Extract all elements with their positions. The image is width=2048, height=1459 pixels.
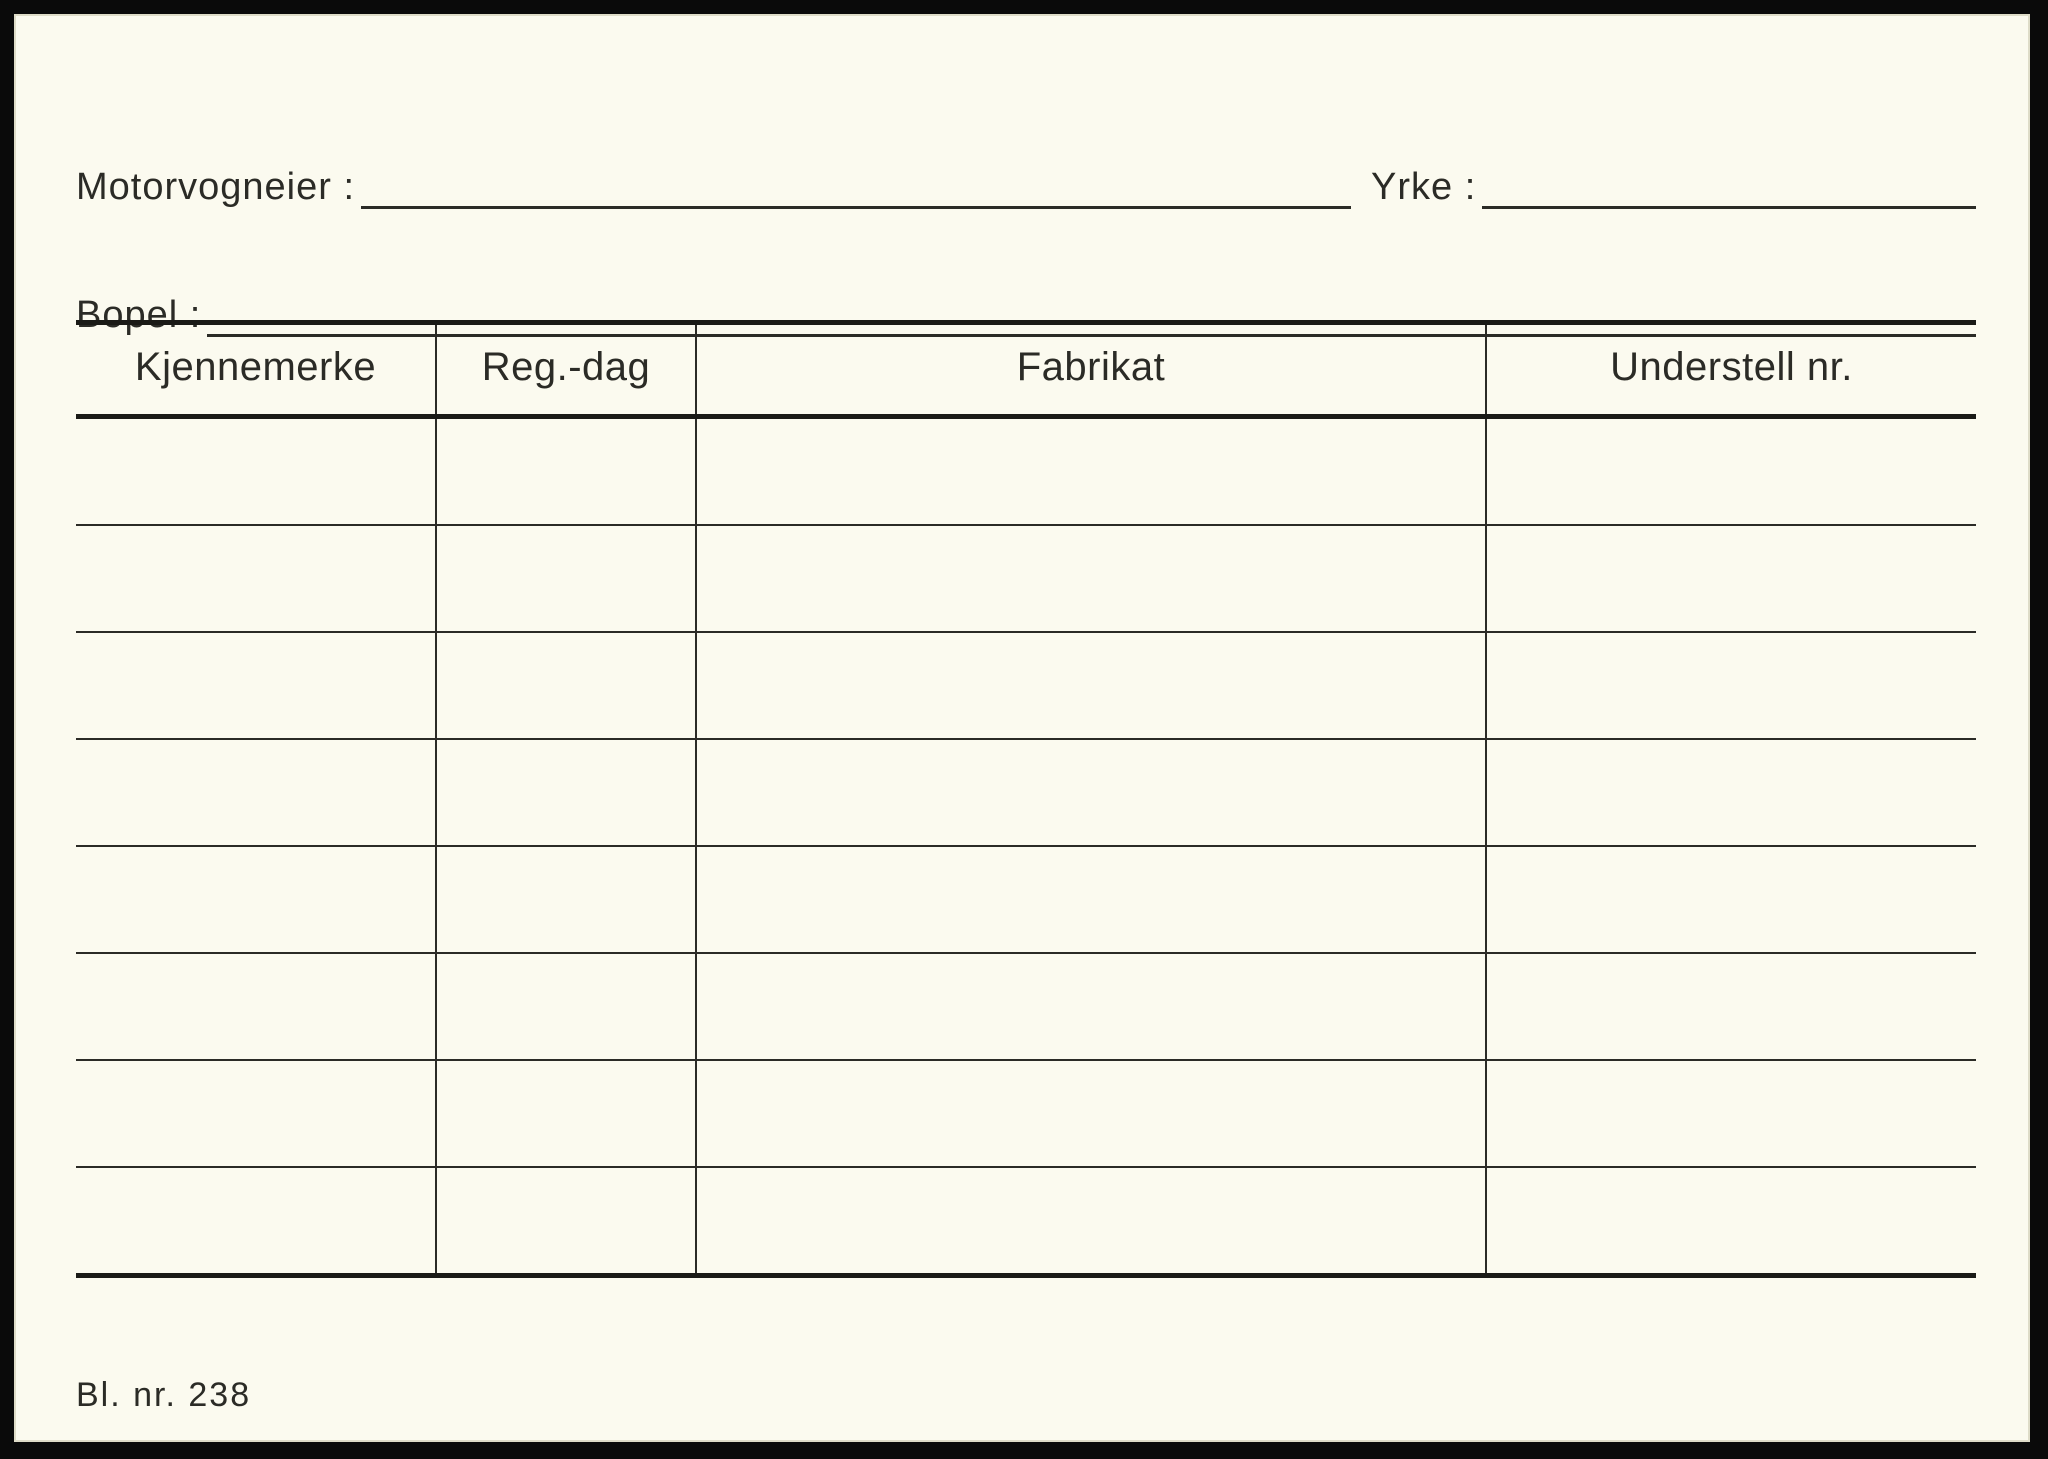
table-cell[interactable] (696, 739, 1486, 846)
table-cell[interactable] (436, 846, 696, 953)
table-cell[interactable] (436, 525, 696, 632)
table-row (76, 1167, 1976, 1276)
table-cell[interactable] (1486, 525, 1976, 632)
table-cell[interactable] (1486, 632, 1976, 739)
table-cell[interactable] (1486, 846, 1976, 953)
col-header-regdag: Reg.-dag (436, 323, 696, 417)
table-cell[interactable] (1486, 739, 1976, 846)
table-cell[interactable] (436, 953, 696, 1060)
table-row (76, 632, 1976, 739)
table-row (76, 739, 1976, 846)
table-row (76, 525, 1976, 632)
table-cell[interactable] (436, 1060, 696, 1167)
form-card: Motorvogneier : Yrke : Bopel : Kjennemer… (14, 14, 2030, 1442)
table-cell[interactable] (76, 739, 436, 846)
table-row (76, 846, 1976, 953)
table-cell[interactable] (1486, 1167, 1976, 1276)
table-row (76, 417, 1976, 526)
table-cell[interactable] (76, 525, 436, 632)
owner-occupation-row: Motorvogneier : Yrke : (76, 166, 1976, 209)
table-header-row: Kjennemerke Reg.-dag Fabrikat Understell… (76, 323, 1976, 417)
table-cell[interactable] (1486, 1060, 1976, 1167)
table-cell[interactable] (696, 417, 1486, 526)
table-row (76, 1060, 1976, 1167)
table-cell[interactable] (76, 953, 436, 1060)
occupation-label: Yrke : (1371, 166, 1482, 209)
table-cell[interactable] (436, 632, 696, 739)
form-content: Motorvogneier : Yrke : Bopel : Kjennemer… (14, 14, 2030, 1442)
table-cell[interactable] (436, 739, 696, 846)
table-cell[interactable] (696, 525, 1486, 632)
table-row (76, 953, 1976, 1060)
table-cell[interactable] (76, 1060, 436, 1167)
table-cell[interactable] (696, 953, 1486, 1060)
owner-label: Motorvogneier : (76, 166, 361, 209)
col-header-kjennemerke: Kjennemerke (76, 323, 436, 417)
table-cell[interactable] (696, 632, 1486, 739)
table-cell[interactable] (1486, 417, 1976, 526)
table-cell[interactable] (76, 1167, 436, 1276)
table-cell[interactable] (696, 1167, 1486, 1276)
table-cell[interactable] (76, 417, 436, 526)
table-cell[interactable] (696, 1060, 1486, 1167)
table-cell[interactable] (436, 1167, 696, 1276)
table-cell[interactable] (436, 417, 696, 526)
form-number: Bl. nr. 238 (76, 1376, 251, 1415)
table-cell[interactable] (696, 846, 1486, 953)
owner-input-line[interactable] (361, 206, 1351, 209)
table-cell[interactable] (1486, 953, 1976, 1060)
vehicle-table: Kjennemerke Reg.-dag Fabrikat Understell… (76, 320, 1976, 1278)
table-cell[interactable] (76, 632, 436, 739)
occupation-input-line[interactable] (1482, 206, 1976, 209)
col-header-fabrikat: Fabrikat (696, 323, 1486, 417)
col-header-understellnr: Understell nr. (1486, 323, 1976, 417)
table-cell[interactable] (76, 846, 436, 953)
